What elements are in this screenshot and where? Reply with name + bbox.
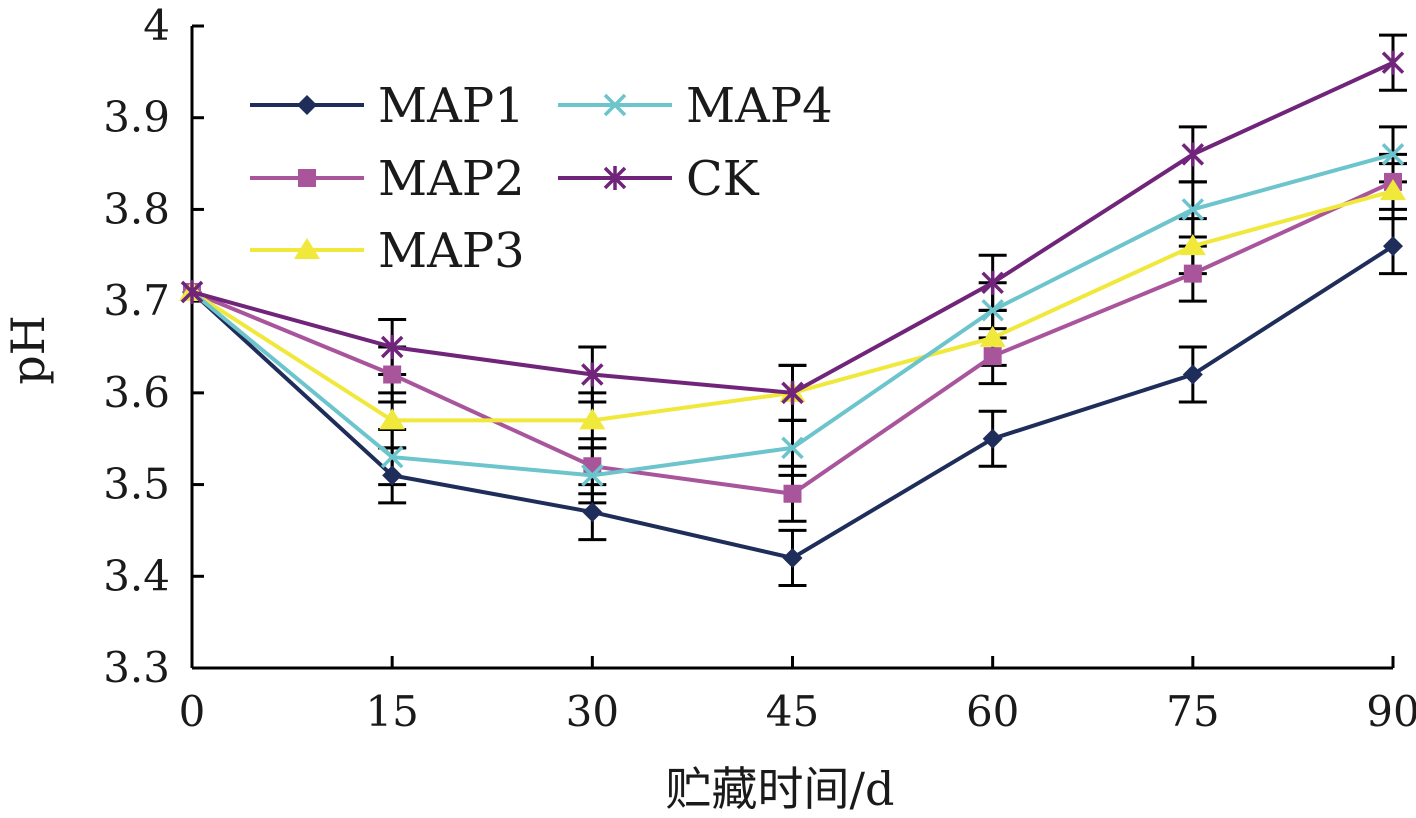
data-point-map2 <box>383 365 402 384</box>
axes <box>190 24 1395 670</box>
y-tick-label: 3.9 <box>103 93 170 142</box>
y-tick-label: 3.3 <box>103 643 170 692</box>
y-tick-label: 3.7 <box>103 276 170 325</box>
legend-label: MAP4 <box>686 78 833 134</box>
data-point-map1 <box>1383 236 1403 257</box>
legend-marker <box>294 238 320 259</box>
data-point-map3 <box>1380 179 1406 201</box>
legend-marker <box>603 93 627 117</box>
tick-labels: 3.3 3.4 3.5 3.6 3.7 3.8 3.9 4 0 15 30 45 60 75 90 <box>103 1 1416 736</box>
data-point-map4 <box>1381 143 1405 166</box>
x-tick-label: 45 <box>766 687 819 736</box>
y-tick-label: 4 <box>143 1 170 50</box>
data-point-map3 <box>1179 234 1206 256</box>
legend-item-map1: MAP1 <box>250 78 525 134</box>
data-point-map1 <box>1182 364 1203 385</box>
x-tick-label: 90 <box>1366 687 1416 736</box>
legend: MAP1 MAP2 MAP3 MAP4 CK <box>250 78 833 279</box>
series-lines <box>179 50 1406 568</box>
legend-item-map2: MAP2 <box>250 151 525 207</box>
data-point-map1 <box>382 465 403 486</box>
data-point-ck <box>380 335 404 359</box>
legend-label: CK <box>686 151 760 207</box>
legend-label: MAP3 <box>378 223 525 279</box>
data-point-ck <box>781 380 804 405</box>
data-point-ck <box>180 279 204 304</box>
data-point-ck <box>1181 142 1205 167</box>
legend-marker <box>298 169 316 187</box>
x-tick-label: 60 <box>966 687 1019 736</box>
data-point-map1 <box>782 547 803 568</box>
y-tick-label: 3.8 <box>103 184 170 233</box>
x-tick-label: 30 <box>566 687 619 736</box>
x-axis-title: 贮藏时间/d <box>666 762 895 816</box>
y-axis-title: pH <box>1 315 55 385</box>
data-point-map2 <box>1183 264 1202 283</box>
data-point-map1 <box>582 502 603 523</box>
legend-item-ck: CK <box>558 151 760 207</box>
data-point-ck <box>1381 50 1405 75</box>
data-point-map4 <box>380 445 404 469</box>
y-tick-label: 3.6 <box>103 368 170 417</box>
y-tick-label: 3.5 <box>103 460 170 509</box>
data-point-map4 <box>581 464 604 487</box>
data-point-map2 <box>783 484 802 503</box>
legend-item-map3: MAP3 <box>250 223 525 279</box>
legend-marker <box>603 166 627 190</box>
data-point-map4 <box>1181 198 1205 221</box>
y-tick-label: 3.4 <box>103 551 170 600</box>
legend-item-map4: MAP4 <box>558 78 833 134</box>
x-tick-label: 0 <box>179 687 206 736</box>
data-point-map3 <box>979 325 1006 347</box>
data-point-ck <box>981 270 1004 295</box>
data-point-ck <box>581 362 604 387</box>
legend-label: MAP2 <box>378 151 525 207</box>
legend-label: MAP1 <box>378 78 525 134</box>
data-point-map4 <box>981 299 1004 322</box>
data-point-map1 <box>982 428 1003 449</box>
data-point-map2 <box>983 347 1002 366</box>
legend-marker <box>297 95 317 115</box>
data-point-map3 <box>379 408 406 430</box>
data-point-map3 <box>579 408 606 430</box>
x-tick-label: 75 <box>1166 687 1219 736</box>
data-point-map4 <box>781 436 804 460</box>
x-tick-label: 15 <box>365 687 418 736</box>
